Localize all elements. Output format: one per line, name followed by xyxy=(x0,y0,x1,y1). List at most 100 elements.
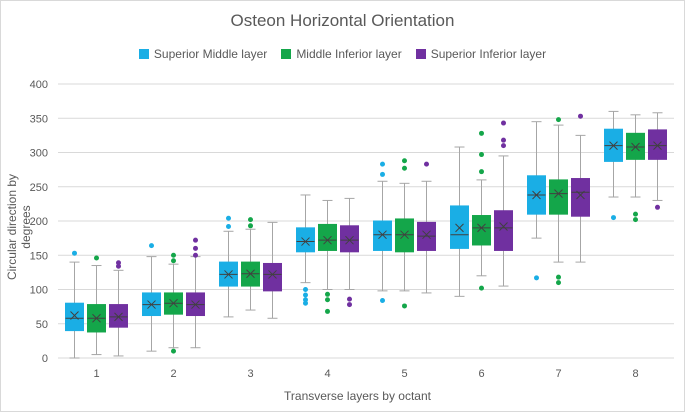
outlier-point xyxy=(303,287,308,292)
mean-marker xyxy=(631,142,640,152)
box xyxy=(571,178,590,217)
outlier-point xyxy=(347,302,352,308)
outlier-point xyxy=(325,308,330,314)
mean-marker xyxy=(455,223,464,233)
outlier-point xyxy=(149,243,154,249)
y-tick-label: 100 xyxy=(30,285,48,297)
x-tick-label: 6 xyxy=(478,368,484,380)
legend-item-superior-middle: Superior Middle layer xyxy=(138,47,268,61)
mean-marker xyxy=(246,269,255,279)
y-axis-title: Circular direction by degrees xyxy=(5,173,33,281)
mean-marker xyxy=(70,311,79,320)
mean-marker xyxy=(169,298,178,308)
outlier-point xyxy=(633,217,638,223)
mean-marker xyxy=(301,237,310,246)
outlier-point xyxy=(556,274,561,280)
outlier-point xyxy=(248,223,253,229)
x-axis-title: Transverse layers by octant xyxy=(284,389,431,403)
legend-label-superior-middle: Superior Middle layer xyxy=(153,47,268,61)
x-tick-label: 2 xyxy=(170,368,176,380)
mean-marker xyxy=(345,235,354,245)
y-tick-label: 150 xyxy=(30,250,48,262)
y-tick-label: 0 xyxy=(42,353,48,365)
box xyxy=(549,179,568,215)
legend-label-superior-inferior: Superior Inferior layer xyxy=(430,47,547,61)
mean-marker xyxy=(653,141,662,151)
outlier-point xyxy=(72,250,77,256)
outlier-point xyxy=(303,297,308,303)
outlier-point xyxy=(556,117,561,123)
outlier-point xyxy=(479,152,484,158)
x-tick-label: 8 xyxy=(632,368,638,380)
legend-item-middle-inferior: Middle Inferior layer xyxy=(281,47,402,61)
x-tick-label: 5 xyxy=(401,368,407,380)
legend-swatch-superior-inferior xyxy=(415,49,426,59)
mean-marker xyxy=(268,270,277,279)
outlier-point xyxy=(578,113,583,119)
outlier-point xyxy=(226,223,231,229)
outlier-point xyxy=(303,300,308,306)
box xyxy=(296,227,315,253)
outlier-point xyxy=(611,215,616,221)
outlier-point xyxy=(380,161,385,167)
mean-marker xyxy=(378,230,387,240)
outlier-point xyxy=(347,296,352,302)
x-tick-label: 7 xyxy=(555,368,561,380)
y-tick-label: 250 xyxy=(30,182,48,194)
mean-marker xyxy=(323,235,332,245)
mean-marker xyxy=(191,300,200,309)
x-tick-label: 1 xyxy=(93,368,99,380)
mean-marker xyxy=(400,230,409,240)
outlier-point xyxy=(556,280,561,286)
box xyxy=(373,220,392,251)
outlier-point xyxy=(325,297,330,303)
outlier-point xyxy=(94,255,99,261)
mean-marker xyxy=(422,230,431,240)
mean-marker xyxy=(499,222,508,231)
outlier-point xyxy=(424,161,429,167)
outlier-point xyxy=(479,169,484,175)
mean-marker xyxy=(477,223,486,233)
box xyxy=(109,304,128,328)
outlier-point xyxy=(479,285,484,291)
mean-marker xyxy=(554,189,563,198)
box xyxy=(65,302,84,332)
box xyxy=(318,223,337,251)
y-tick-label: 50 xyxy=(36,319,48,331)
outlier-point xyxy=(116,263,121,269)
mean-marker xyxy=(609,141,618,151)
outlier-point xyxy=(193,252,198,258)
mean-marker xyxy=(92,313,101,323)
outlier-point xyxy=(501,120,506,126)
outlier-point xyxy=(479,130,484,136)
mean-marker xyxy=(576,190,585,200)
outlier-point xyxy=(501,143,506,149)
outlier-point xyxy=(402,165,407,171)
mean-marker xyxy=(224,270,233,279)
outlier-point xyxy=(171,252,176,258)
box xyxy=(494,210,513,251)
outlier-point xyxy=(402,303,407,309)
x-tick-label: 4 xyxy=(324,368,330,380)
box xyxy=(263,262,282,292)
box xyxy=(340,225,359,253)
outlier-point xyxy=(116,260,121,266)
legend-label-middle-inferior: Middle Inferior layer xyxy=(296,47,402,61)
mean-marker xyxy=(114,312,123,322)
chart-title: Osteon Horizontal Orientation xyxy=(230,11,455,30)
legend-swatch-superior-middle xyxy=(138,49,149,59)
outlier-point xyxy=(501,137,506,143)
outlier-point xyxy=(226,215,231,221)
outlier-point xyxy=(380,171,385,177)
legend-swatch-middle-inferior xyxy=(281,49,292,59)
y-tick-label: 200 xyxy=(30,216,48,228)
y-tick-label: 300 xyxy=(30,148,48,160)
box xyxy=(472,215,491,246)
outlier-point xyxy=(633,211,638,217)
outlier-point xyxy=(380,297,385,303)
outlier-point xyxy=(325,291,330,297)
y-tick-label: 350 xyxy=(30,113,48,125)
outlier-point xyxy=(171,348,176,354)
